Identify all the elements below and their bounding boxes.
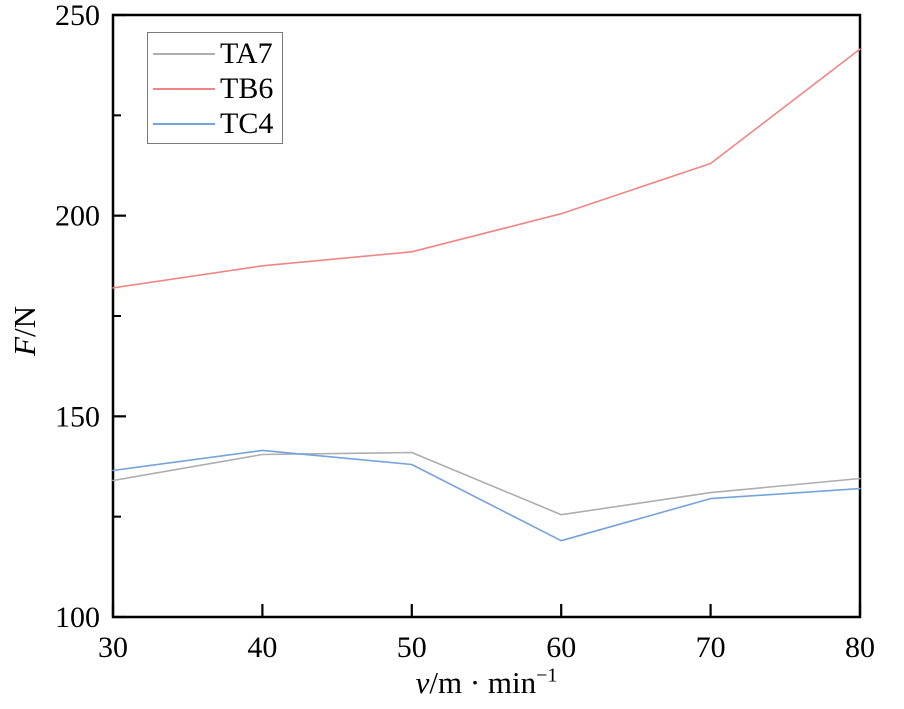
legend-item-ta7: TA7 [148, 36, 282, 71]
y-axis-title-unit: /N [7, 306, 42, 338]
x-tick-label-70: 70 [696, 631, 726, 664]
legend-item-tc4: TC4 [148, 106, 282, 141]
y-tick-label-250: 250 [55, 0, 100, 32]
legend-line-swatch-tb6 [153, 87, 215, 90]
x-tick-label-40: 40 [247, 631, 277, 664]
series-line-TC4 [112, 449, 861, 542]
x-axis-title-exponent: −1 [536, 664, 558, 687]
series-line-TA7 [112, 451, 861, 516]
x-tick-label-60: 60 [546, 631, 576, 664]
y-tick-label-150: 150 [55, 400, 100, 433]
x-tick-label-50: 50 [397, 631, 427, 664]
x-axis-title-unit: /m · min [429, 665, 537, 700]
y-axis-title-symbol: F [7, 337, 42, 356]
x-axis-title-symbol: v [415, 665, 430, 700]
y-tick-label-100: 100 [55, 601, 100, 634]
legend-item-tb6: TB6 [148, 71, 282, 106]
plot-frame [111, 13, 862, 619]
x-tick-label-30: 30 [98, 631, 128, 664]
legend-line-swatch-ta7 [153, 52, 215, 55]
legend-line-swatch-tc4 [153, 122, 215, 125]
legend-label-tc4: TC4 [220, 106, 274, 140]
x-tick-label-80: 80 [845, 631, 875, 664]
legend-label-ta7: TA7 [220, 36, 273, 70]
legend: TA7 TB6 TC4 [147, 32, 283, 144]
y-tick-label-200: 200 [55, 200, 100, 233]
series-line-TB6 [112, 48, 861, 289]
legend-label-tb6: TB6 [220, 71, 274, 105]
y-axis-title: F/N [4, 231, 46, 431]
x-axis-title: v/m · min−1 [113, 664, 860, 701]
